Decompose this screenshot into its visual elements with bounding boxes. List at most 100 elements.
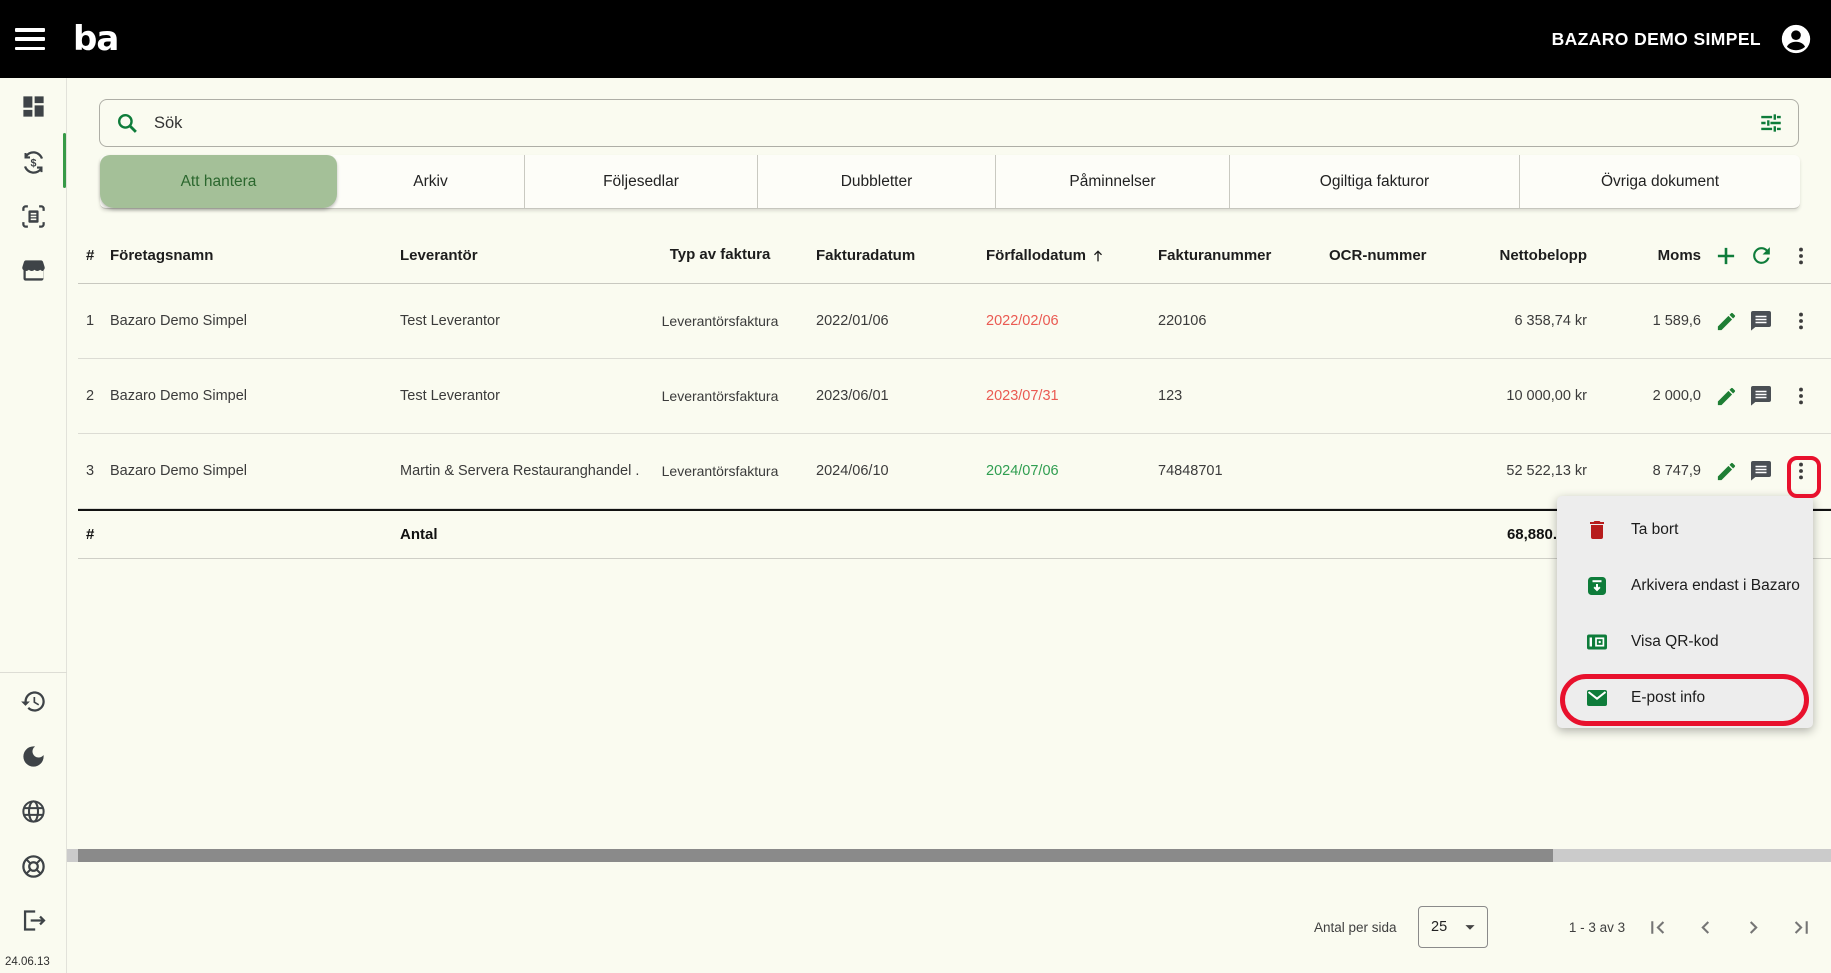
left-sidebar: $ 24.06.13 [0, 78, 67, 973]
language-globe-icon[interactable] [20, 798, 47, 825]
last-page-icon[interactable] [1786, 912, 1816, 942]
first-page-icon[interactable] [1642, 912, 1672, 942]
header-vat: Moms [1657, 247, 1701, 264]
comment-icon[interactable] [1746, 381, 1776, 411]
search-bar [99, 99, 1799, 147]
cell-invoice-number: 74848701 [1158, 463, 1223, 479]
tab-bar: Att hantera Arkiv Följesedlar Dubbletter… [100, 155, 1800, 209]
header-company: Företagsnamn [110, 247, 214, 264]
cell-company: Bazaro Demo Simpel [110, 313, 247, 329]
per-page-select[interactable]: 25 [1418, 906, 1488, 948]
header-invoice-date: Fakturadatum [816, 247, 916, 264]
pagination-bar: Antal per sida 25 1 - 3 av 3 [0, 903, 1831, 951]
tab-att-hantera[interactable]: Att hantera [100, 155, 337, 208]
next-page-icon[interactable] [1738, 912, 1768, 942]
cell-invoice-date: 2023/06/01 [816, 388, 889, 404]
cell-invoice-type: Leverantörsfaktura [661, 388, 779, 404]
header-num: # [86, 247, 95, 264]
currency-sync-icon[interactable]: $ [20, 149, 47, 176]
cell-company: Bazaro Demo Simpel [110, 388, 247, 404]
header-invoice-number: Fakturanummer [1158, 247, 1272, 264]
cell-due-date: 2022/02/06 [986, 313, 1059, 329]
dashboard-icon[interactable] [20, 93, 47, 120]
header-ocr: OCR-nummer [1329, 247, 1427, 264]
cell-invoice-type: Leverantörsfaktura [661, 313, 779, 329]
support-icon[interactable] [20, 853, 47, 880]
menu-item-ta-bort[interactable]: Ta bort [1557, 502, 1813, 558]
cell-vat: 1 589,6 [1652, 313, 1701, 329]
dark-mode-icon[interactable] [20, 743, 47, 770]
archive-icon [1585, 574, 1609, 598]
table-row[interactable]: 1 Bazaro Demo Simpel Test Leverantor Lev… [78, 284, 1831, 359]
filter-icon[interactable] [1758, 110, 1784, 136]
menu-item-e-post-info[interactable]: E-post info [1557, 670, 1813, 726]
cell-supplier: Test Leverantor [400, 313, 500, 329]
search-icon [114, 110, 140, 136]
comment-icon[interactable] [1746, 456, 1776, 486]
header-invoice-type: Typ av faktura [669, 246, 771, 264]
main-content: Att hantera Arkiv Följesedlar Dubbletter… [67, 78, 1831, 973]
horizontal-scrollbar-track[interactable] [67, 849, 1831, 862]
row-kebab-menu-icon[interactable] [1786, 456, 1816, 486]
per-page-value: 25 [1431, 919, 1448, 935]
logout-icon[interactable] [20, 907, 47, 934]
email-icon [1585, 686, 1609, 710]
header-kebab-menu-icon[interactable] [1786, 241, 1816, 271]
tab-ovriga-dokument[interactable]: Övriga dokument [1519, 155, 1800, 208]
cell-supplier: Test Leverantor [400, 388, 500, 404]
row-kebab-menu-icon[interactable] [1786, 381, 1816, 411]
cell-due-date: 2023/07/31 [986, 388, 1059, 404]
bazaro-logo[interactable]: ba [73, 19, 119, 59]
previous-page-icon[interactable] [1690, 912, 1720, 942]
cell-supplier: Martin & Servera Restauranghandel ... [400, 463, 640, 479]
header-supplier: Leverantör [400, 247, 478, 264]
row-kebab-menu-icon[interactable] [1786, 306, 1816, 336]
menu-item-arkivera[interactable]: Arkivera endast i Bazaro [1557, 558, 1813, 614]
app-version: 24.06.13 [5, 956, 50, 968]
cell-net-amount: 10 000,00 kr [1506, 388, 1587, 404]
tab-ogiltiga-fakturor[interactable]: Ogiltiga fakturor [1229, 155, 1519, 208]
cell-vat: 2 000,0 [1652, 388, 1701, 404]
cell-num: 3 [86, 463, 95, 479]
cell-vat: 8 747,9 [1652, 463, 1701, 479]
tab-foljesedlar[interactable]: Följesedlar [524, 155, 757, 208]
cell-invoice-number: 220106 [1158, 313, 1207, 329]
cell-num: 1 [86, 313, 95, 329]
sidebar-divider [0, 672, 67, 673]
refresh-icon[interactable] [1746, 241, 1776, 271]
cell-invoice-date: 2022/01/06 [816, 313, 889, 329]
organization-title: BAZARO DEMO SIMPEL [1551, 28, 1761, 49]
edit-icon[interactable] [1711, 456, 1741, 486]
cell-due-date: 2024/07/06 [986, 463, 1059, 479]
header-net-amount: Nettobelopp [1499, 247, 1588, 264]
add-invoice-icon[interactable] [1711, 241, 1741, 271]
top-app-bar: ba BAZARO DEMO SIMPEL [0, 0, 1831, 78]
table-row[interactable]: 2 Bazaro Demo Simpel Test Leverantor Lev… [78, 359, 1831, 434]
scan-document-icon[interactable] [20, 203, 47, 230]
cell-invoice-date: 2024/06/10 [816, 463, 889, 479]
header-due-date[interactable]: Förfallodatum [975, 247, 1150, 264]
tab-dubbletter[interactable]: Dubbletter [757, 155, 995, 208]
dropdown-arrow-icon [1459, 916, 1481, 938]
pagination-range: 1 - 3 av 3 [1568, 919, 1626, 935]
sort-ascending-icon [1090, 248, 1106, 264]
row-context-menu: Ta bort Arkivera endast i Bazaro Visa QR… [1557, 496, 1813, 728]
hamburger-menu-icon[interactable] [15, 28, 45, 50]
tab-paminnelser[interactable]: Påminnelser [995, 155, 1229, 208]
tab-arkiv[interactable]: Arkiv [413, 172, 448, 190]
invoice-table: # Företagsnamn Leverantör Typ av faktura… [78, 228, 1831, 559]
qr-code-icon [1585, 630, 1609, 654]
table-summary-row: # Antal 68,880. [78, 509, 1831, 559]
account-icon[interactable] [1779, 22, 1813, 56]
summary-count-label: Antal [400, 526, 438, 543]
history-icon[interactable] [20, 688, 47, 715]
edit-icon[interactable] [1711, 381, 1741, 411]
storefront-icon[interactable] [20, 257, 47, 284]
edit-icon[interactable] [1711, 306, 1741, 336]
horizontal-scrollbar-thumb[interactable] [78, 849, 1553, 862]
menu-item-visa-qr-kod[interactable]: Visa QR-kod [1557, 614, 1813, 670]
search-input[interactable] [154, 113, 1758, 133]
comment-icon[interactable] [1746, 306, 1776, 336]
table-row[interactable]: 3 Bazaro Demo Simpel Martin & Servera Re… [78, 434, 1831, 509]
